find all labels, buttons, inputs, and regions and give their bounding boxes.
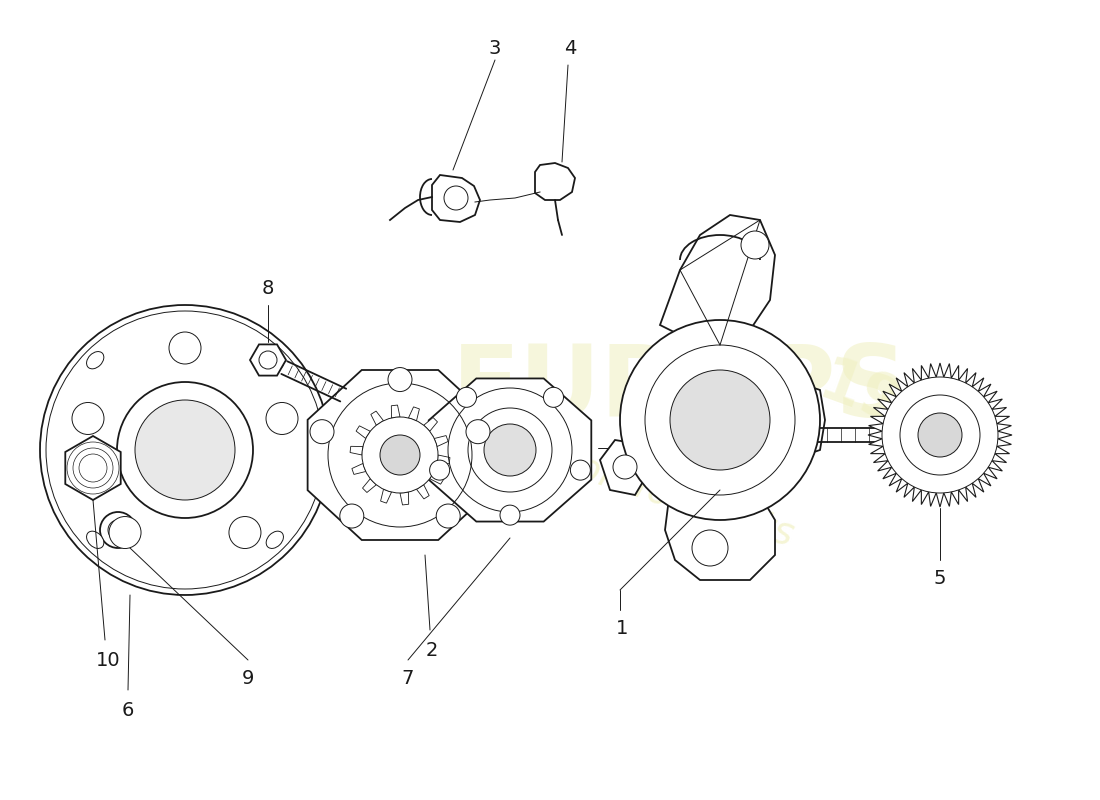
Ellipse shape [87, 531, 103, 549]
Text: 5: 5 [934, 569, 946, 587]
Circle shape [340, 504, 364, 528]
Circle shape [169, 332, 201, 364]
Ellipse shape [87, 351, 103, 369]
Circle shape [362, 417, 438, 493]
Circle shape [430, 460, 450, 480]
Ellipse shape [266, 351, 284, 369]
Circle shape [456, 387, 476, 407]
Circle shape [484, 424, 536, 476]
Text: 10: 10 [96, 650, 120, 670]
Text: 4: 4 [564, 38, 576, 58]
Polygon shape [432, 175, 480, 222]
Circle shape [670, 370, 770, 470]
Circle shape [388, 367, 412, 391]
Polygon shape [660, 215, 776, 345]
Circle shape [918, 413, 962, 457]
Circle shape [229, 517, 261, 549]
Polygon shape [666, 485, 776, 580]
Circle shape [310, 420, 334, 444]
Circle shape [100, 512, 136, 548]
Circle shape [882, 377, 998, 493]
Polygon shape [308, 370, 493, 540]
Circle shape [109, 517, 141, 549]
Polygon shape [417, 485, 429, 499]
Polygon shape [65, 436, 121, 500]
Polygon shape [352, 463, 366, 474]
Polygon shape [356, 426, 371, 438]
Circle shape [613, 455, 637, 479]
Polygon shape [868, 363, 1012, 507]
Circle shape [741, 231, 769, 259]
Polygon shape [429, 378, 592, 522]
Polygon shape [424, 418, 438, 431]
Polygon shape [381, 490, 392, 503]
Circle shape [571, 460, 591, 480]
Polygon shape [371, 411, 384, 426]
Polygon shape [790, 380, 825, 460]
Polygon shape [600, 440, 650, 495]
Polygon shape [400, 492, 409, 505]
Circle shape [437, 504, 460, 528]
Ellipse shape [266, 531, 284, 549]
Text: 9: 9 [242, 669, 254, 687]
Text: EUROPS: EUROPS [452, 342, 909, 438]
Circle shape [620, 320, 820, 520]
Text: 6: 6 [122, 701, 134, 719]
Circle shape [72, 402, 104, 434]
Circle shape [117, 382, 253, 518]
Circle shape [466, 420, 490, 444]
Polygon shape [434, 435, 448, 446]
Polygon shape [430, 471, 444, 484]
Text: 8: 8 [262, 278, 274, 298]
Circle shape [135, 400, 235, 500]
Polygon shape [392, 405, 400, 418]
Circle shape [500, 505, 520, 525]
Text: 2: 2 [426, 641, 438, 659]
Circle shape [40, 305, 330, 595]
Polygon shape [437, 455, 450, 464]
Circle shape [266, 402, 298, 434]
Circle shape [543, 387, 563, 407]
Polygon shape [350, 446, 363, 455]
Text: a passion for parts: a passion for parts [442, 406, 799, 554]
Text: 1995: 1995 [810, 354, 990, 466]
Polygon shape [408, 407, 419, 421]
Text: 7: 7 [402, 669, 415, 687]
Polygon shape [363, 478, 376, 493]
Polygon shape [535, 163, 575, 200]
Circle shape [379, 435, 420, 475]
Text: 3: 3 [488, 38, 502, 58]
Text: 1: 1 [616, 618, 628, 638]
Circle shape [692, 530, 728, 566]
Polygon shape [250, 345, 286, 375]
